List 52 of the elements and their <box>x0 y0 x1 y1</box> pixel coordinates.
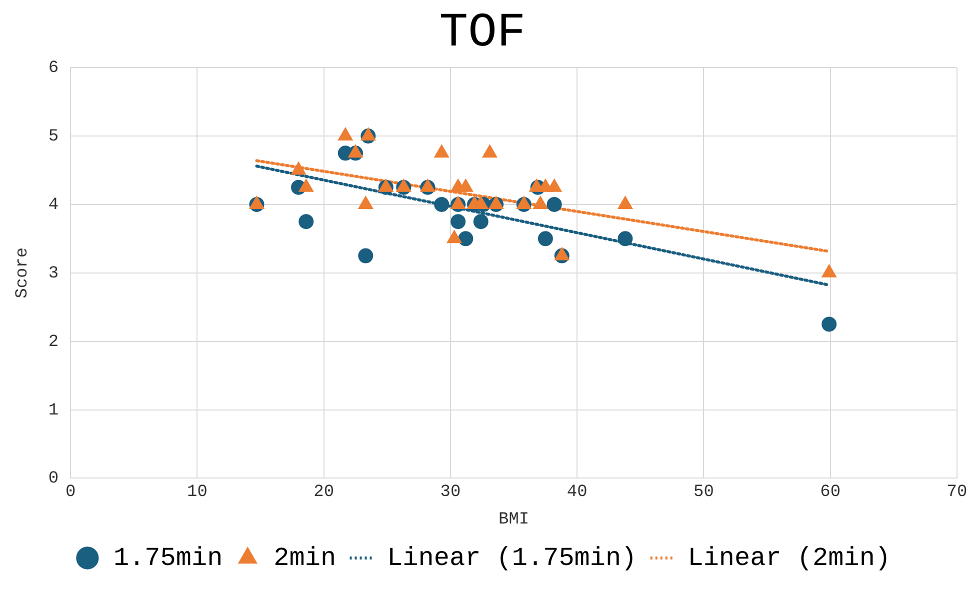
point <box>618 196 633 209</box>
y-tick-label: 3 <box>48 264 59 284</box>
x-tick-label: 70 <box>946 482 968 502</box>
legend-label: Linear (1.75min) <box>387 542 637 573</box>
point <box>396 178 412 192</box>
x-tick-label: 10 <box>187 482 208 502</box>
point <box>358 196 374 209</box>
point <box>434 144 450 158</box>
point <box>516 196 532 209</box>
point <box>298 178 314 192</box>
y-tick-label: 0 <box>48 470 59 489</box>
x-tick-label: 20 <box>314 482 334 502</box>
point <box>538 231 553 246</box>
y-tick-label: 4 <box>48 196 59 215</box>
legend-label: 1.75min <box>113 542 223 573</box>
point <box>249 196 264 209</box>
y-axis-title: Score <box>14 247 33 298</box>
legend-label: 2min <box>274 542 336 573</box>
point <box>488 196 504 209</box>
point <box>338 128 353 141</box>
y-tick-label: 5 <box>48 128 59 147</box>
point <box>546 178 562 192</box>
x-tick-label: 0 <box>66 482 76 502</box>
point <box>473 214 488 230</box>
point <box>450 214 466 230</box>
point <box>434 196 450 212</box>
y-tick-label: 1 <box>48 401 59 420</box>
y-tick-label: 6 <box>48 59 59 78</box>
legend-label: Linear (2min) <box>688 542 891 573</box>
point <box>822 316 837 332</box>
x-axis-title: BMI <box>498 510 530 530</box>
y-tick-label: 2 <box>48 332 59 352</box>
x-tick-label: 30 <box>440 482 461 502</box>
point <box>450 196 466 209</box>
point <box>446 230 462 244</box>
point <box>532 196 548 209</box>
point <box>458 231 474 246</box>
point <box>298 214 314 230</box>
chart-title: TOF <box>439 6 526 61</box>
x-tick-label: 50 <box>694 482 714 502</box>
point <box>378 178 394 192</box>
point <box>546 196 562 212</box>
point <box>458 178 474 192</box>
x-tick-label: 40 <box>566 482 588 502</box>
point <box>291 162 306 175</box>
point <box>618 231 633 246</box>
point <box>358 248 374 264</box>
x-tick-label: 60 <box>820 482 841 502</box>
point <box>420 178 436 192</box>
point <box>348 144 363 158</box>
point <box>482 144 498 158</box>
point <box>360 128 376 141</box>
